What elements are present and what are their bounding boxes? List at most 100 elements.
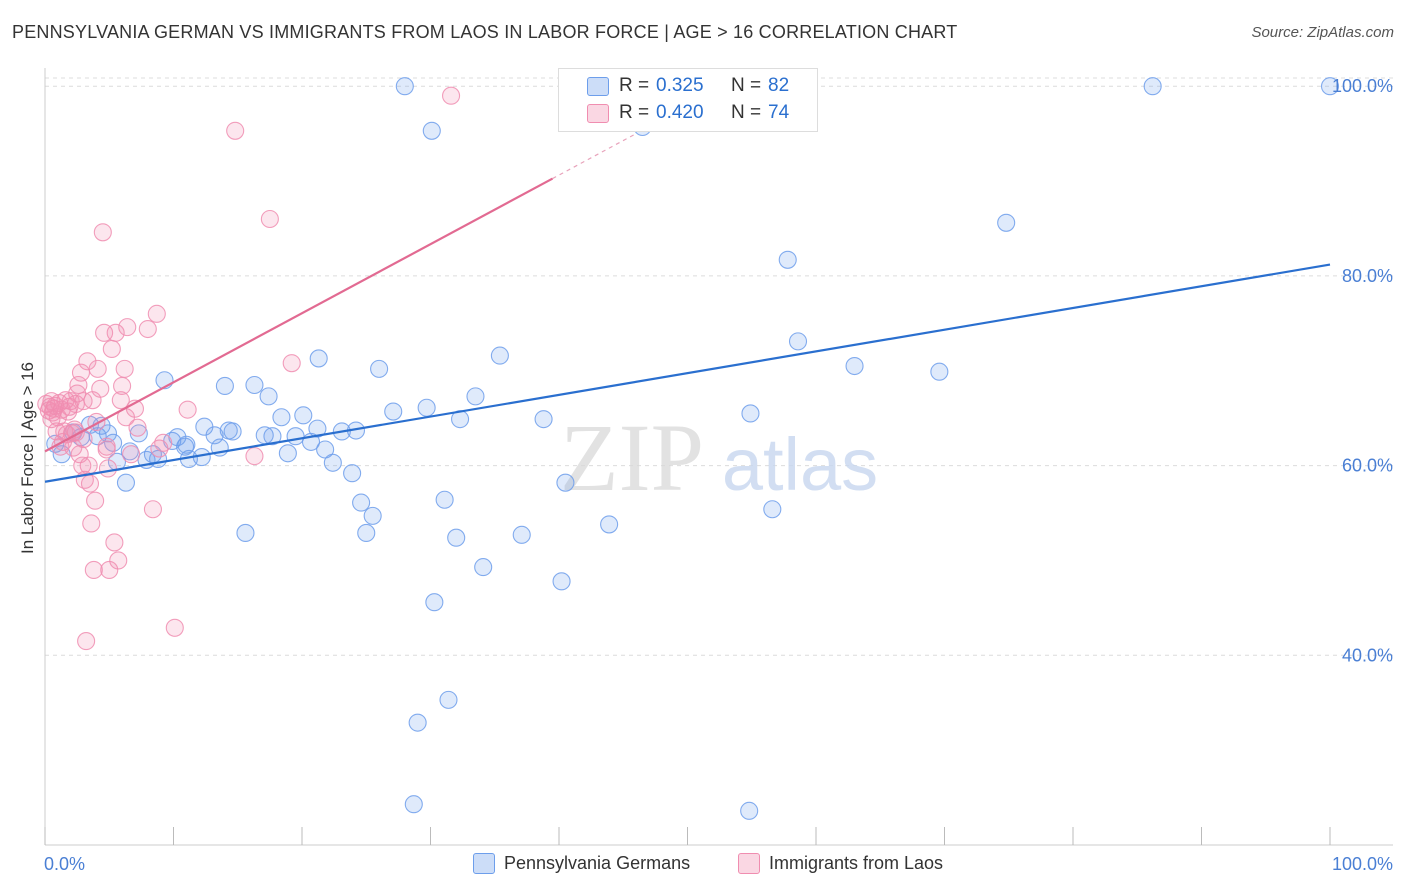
- n-label: N =: [731, 75, 762, 96]
- stats-box: R = 0.325 N = 82 R = 0.420 N = 74: [558, 68, 818, 132]
- point-pennsylvania-germans: [490, 346, 509, 365]
- point-pennsylvania-germans: [788, 332, 808, 351]
- point-immigrants-from-laos: [147, 304, 166, 323]
- point-immigrants-from-laos: [111, 391, 130, 410]
- point-pennsylvania-germans: [466, 387, 485, 406]
- point-immigrants-from-laos: [91, 379, 110, 398]
- trend-line-pennsylvania-germans: [44, 263, 1331, 483]
- point-pennsylvania-germans: [435, 490, 454, 509]
- point-immigrants-from-laos: [97, 437, 116, 456]
- legend-label: Pennsylvania Germans: [504, 853, 691, 873]
- point-pennsylvania-germans: [363, 506, 382, 525]
- point-immigrants-from-laos: [93, 223, 112, 242]
- axes: [44, 68, 1393, 846]
- point-immigrants-from-laos: [102, 339, 121, 359]
- point-immigrants-from-laos: [143, 500, 162, 519]
- point-pennsylvania-germans: [552, 572, 571, 591]
- point-pennsylvania-germans: [997, 213, 1016, 232]
- tick-labels: 40.0% 60.0% 80.0% 100.0% 0.0% 100.0%: [44, 76, 1393, 874]
- point-pennsylvania-germans: [316, 440, 335, 459]
- x-tick-label-start: 0.0%: [44, 854, 85, 874]
- point-pennsylvania-germans: [343, 464, 362, 483]
- point-pennsylvania-germans: [286, 427, 305, 446]
- stats-row-immigrants-from-laos: R = 0.420 N = 74: [559, 100, 817, 126]
- trend-line-immigrants-from-laos-extension: [552, 133, 637, 180]
- point-pennsylvania-germans: [129, 424, 148, 443]
- legend-item-immigrants-from-laos: Immigrants from Laos: [738, 852, 988, 876]
- legend-swatch-pink: [738, 853, 760, 874]
- point-pennsylvania-germans: [474, 558, 493, 577]
- point-immigrants-from-laos: [442, 86, 461, 105]
- point-immigrants-from-laos: [106, 323, 125, 342]
- point-immigrants-from-laos: [82, 514, 101, 533]
- point-immigrants-from-laos: [118, 318, 137, 337]
- point-immigrants-from-laos: [282, 354, 301, 373]
- stats-swatch-blue: [587, 77, 609, 96]
- point-immigrants-from-laos: [128, 418, 147, 437]
- point-pennsylvania-germans: [447, 528, 466, 547]
- y-tick-label: 40.0%: [1342, 645, 1393, 665]
- point-pennsylvania-germans: [778, 250, 797, 269]
- r-value: 0.420: [656, 102, 704, 123]
- point-pennsylvania-germans: [556, 473, 575, 492]
- point-pennsylvania-germans: [176, 437, 195, 456]
- point-pennsylvania-germans: [323, 453, 342, 472]
- point-pennsylvania-germans: [236, 523, 255, 543]
- chart-title: PENNSYLVANIA GERMAN VS IMMIGRANTS FROM L…: [12, 22, 958, 42]
- y-tick-label: 80.0%: [1342, 266, 1393, 286]
- y-tick-label: 100.0%: [1332, 76, 1393, 96]
- point-immigrants-from-laos: [42, 410, 61, 429]
- point-pennsylvania-germans: [600, 515, 619, 534]
- watermark-zip: ZIP: [560, 404, 704, 511]
- point-pennsylvania-germans: [845, 356, 864, 376]
- legend-swatch-blue: [473, 853, 495, 874]
- r-label: R =: [619, 75, 650, 96]
- stats-swatch-pink: [587, 104, 609, 123]
- point-immigrants-from-laos: [74, 392, 93, 411]
- point-pennsylvania-germans: [245, 375, 264, 395]
- point-pennsylvania-germans: [98, 424, 118, 443]
- point-pennsylvania-germans: [425, 593, 444, 612]
- y-axis-title: In Labor Force | Age > 16: [18, 361, 37, 555]
- point-immigrants-from-laos: [115, 359, 134, 378]
- point-immigrants-from-laos: [122, 445, 141, 464]
- point-immigrants-from-laos: [86, 491, 105, 510]
- point-pennsylvania-germans: [272, 408, 291, 427]
- point-immigrants-from-laos: [98, 459, 118, 478]
- point-pennsylvania-germans: [88, 427, 107, 446]
- point-pennsylvania-germans: [309, 349, 328, 368]
- point-pennsylvania-germans: [408, 713, 427, 732]
- point-pennsylvania-germans: [404, 795, 423, 814]
- point-immigrants-from-laos: [77, 632, 96, 651]
- r-value: 0.325: [656, 75, 704, 96]
- legend-item-pennsylvania-germans: Pennsylvania Germans: [473, 852, 723, 876]
- point-pennsylvania-germans: [308, 419, 327, 438]
- point-immigrants-from-laos: [61, 392, 80, 411]
- point-pennsylvania-germans: [223, 422, 242, 441]
- point-pennsylvania-germans: [352, 493, 371, 512]
- y-tick-label: 60.0%: [1342, 456, 1393, 476]
- point-immigrants-from-laos: [260, 209, 279, 229]
- point-pennsylvania-germans: [370, 359, 389, 378]
- point-immigrants-from-laos: [178, 400, 197, 419]
- point-pennsylvania-germans: [422, 121, 441, 140]
- x-tick-label-end: 100.0%: [1332, 854, 1393, 874]
- n-value: 74: [768, 102, 790, 123]
- point-pennsylvania-germans: [116, 473, 136, 492]
- point-immigrants-from-laos: [84, 560, 103, 579]
- point-pennsylvania-germans: [384, 402, 403, 421]
- point-immigrants-from-laos: [73, 456, 92, 475]
- stats-row-pennsylvania-germans: R = 0.325 N = 82: [559, 73, 817, 99]
- point-pennsylvania-germans: [741, 404, 760, 423]
- point-immigrants-from-laos: [105, 533, 124, 552]
- point-pennsylvania-germans: [417, 398, 436, 417]
- point-immigrants-from-laos: [226, 121, 245, 140]
- point-immigrants-from-laos: [154, 433, 173, 452]
- point-immigrants-from-laos: [88, 359, 107, 378]
- r-label: R =: [619, 102, 650, 123]
- data-points: [37, 77, 1340, 820]
- point-pennsylvania-germans: [1143, 77, 1162, 96]
- point-pennsylvania-germans: [259, 387, 278, 406]
- watermark-atlas: atlas: [722, 423, 878, 506]
